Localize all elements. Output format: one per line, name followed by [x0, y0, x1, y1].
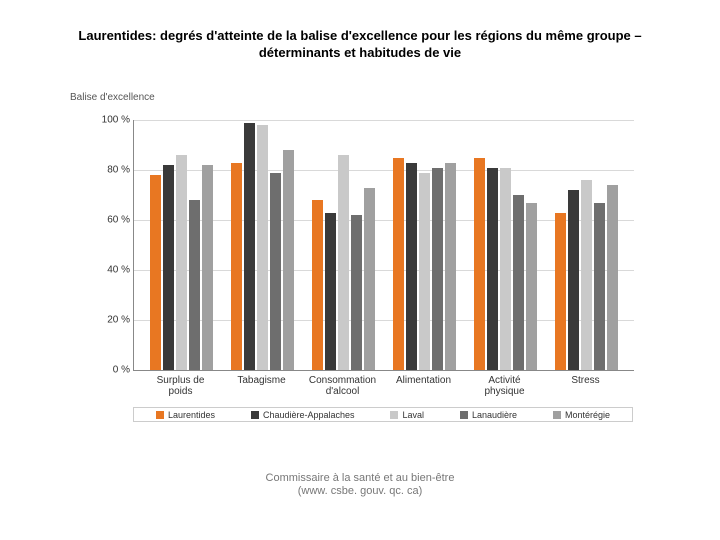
chart-container: 0 %20 %40 %60 %80 %100 % LaurentidesChau…	[95, 105, 645, 420]
category-label: Activitéphysique	[484, 375, 524, 397]
y-tick-label: 20 %	[98, 315, 130, 326]
category-label: Surplus depoids	[157, 375, 205, 397]
footer-line2: (www. csbe. gouv. qc. ca)	[298, 485, 423, 497]
legend-label: Chaudière-Appalaches	[263, 410, 355, 420]
y-tick-label: 100 %	[98, 115, 130, 126]
bar	[487, 168, 498, 371]
legend-label: Laurentides	[168, 410, 215, 420]
bar	[338, 155, 349, 370]
y-tick-label: 0 %	[98, 365, 130, 376]
bar	[325, 213, 336, 371]
bar	[581, 180, 592, 370]
bar	[526, 203, 537, 371]
bar	[474, 158, 485, 371]
bar	[312, 200, 323, 370]
bar	[257, 125, 268, 370]
bar	[393, 158, 404, 371]
bar	[163, 165, 174, 370]
category-label: Consommationd'alcool	[309, 375, 376, 397]
legend-label: Lanaudière	[472, 410, 517, 420]
bar	[231, 163, 242, 371]
legend-label: Montérégie	[565, 410, 610, 420]
bar	[364, 188, 375, 371]
y-axis-label: Balise d'excellence	[70, 92, 155, 103]
bar	[500, 168, 511, 371]
plot-area: 0 %20 %40 %60 %80 %100 %	[133, 120, 634, 371]
bar	[419, 173, 430, 371]
bar	[594, 203, 605, 371]
legend-item: Laval	[390, 410, 424, 420]
y-tick-label: 40 %	[98, 265, 130, 276]
page-title: Laurentides: degrés d'atteinte de la bal…	[0, 0, 720, 70]
legend-item: Montérégie	[553, 410, 610, 420]
bar	[513, 195, 524, 370]
bar	[202, 165, 213, 370]
y-tick-label: 60 %	[98, 215, 130, 226]
bar	[445, 163, 456, 371]
footer: Commissaire à la santé et au bien-être (…	[0, 472, 720, 498]
bar	[176, 155, 187, 370]
bar	[568, 190, 579, 370]
bar	[406, 163, 417, 371]
category-label: Stress	[571, 375, 599, 386]
bar	[283, 150, 294, 370]
legend-swatch	[251, 411, 259, 419]
category-label: Alimentation	[396, 375, 451, 386]
bar	[555, 213, 566, 371]
bar	[244, 123, 255, 371]
bar	[607, 185, 618, 370]
legend-swatch	[460, 411, 468, 419]
legend: Laurentides Chaudière-Appalaches Laval Lana…	[133, 407, 633, 422]
bar	[432, 168, 443, 371]
footer-line1: Commissaire à la santé et au bien-être	[266, 472, 455, 484]
legend-label: Laval	[402, 410, 424, 420]
y-tick-label: 80 %	[98, 165, 130, 176]
category-label: Tabagisme	[237, 375, 285, 386]
legend-item: Chaudière-Appalaches	[251, 410, 355, 420]
bar	[189, 200, 200, 370]
grid-line	[134, 120, 634, 121]
legend-swatch	[156, 411, 164, 419]
legend-item: Lanaudière	[460, 410, 517, 420]
bar	[351, 215, 362, 370]
legend-swatch	[553, 411, 561, 419]
legend-swatch	[390, 411, 398, 419]
legend-item: Laurentides	[156, 410, 215, 420]
bar	[150, 175, 161, 370]
bar	[270, 173, 281, 371]
